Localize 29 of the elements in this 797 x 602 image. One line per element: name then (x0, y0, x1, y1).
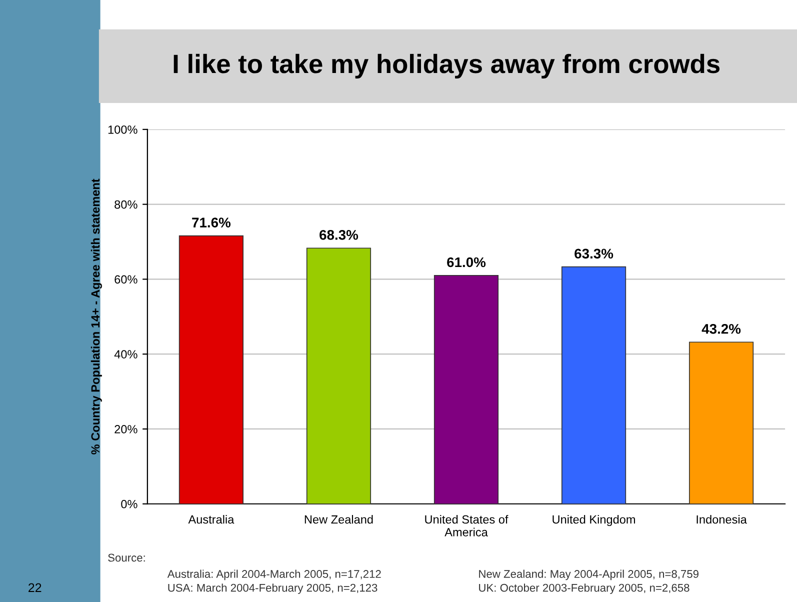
data-label: 43.2% (702, 324, 741, 334)
y-tick-label: 20% (114, 425, 138, 434)
bar (306, 248, 372, 504)
y-axis-title: % Country Population 14+ - Agree with statement (90, 178, 102, 454)
y-tick-label: 80% (114, 200, 138, 209)
text: New Zealand: May 2004-April 2005, n=8,759 (479, 570, 698, 580)
data-label: 68.3% (320, 230, 358, 240)
x-tick-label: Indonesia (696, 514, 747, 524)
data-label: 71.6% (192, 218, 231, 228)
data-label: 61.0% (447, 257, 486, 268)
y-tick-label: 40% (114, 350, 138, 358)
data-label: 63.3% (574, 248, 614, 259)
text: Australia: April 2004-March 2005, n=17,212 (167, 570, 381, 580)
source-note: Source: (108, 554, 145, 562)
bar (561, 266, 626, 504)
x-tick-label: United Kingdom (552, 514, 635, 526)
text: USA: March 2004-February 2005, n=2,123 (168, 584, 378, 594)
bar (434, 275, 499, 504)
y-tick-label: 100% (108, 125, 138, 134)
text: 22 (28, 583, 42, 592)
text: UK: October 2003-February 2005, n=2,658 (479, 584, 690, 594)
x-tick-label: United States of America (425, 514, 508, 536)
y-tick-label: 60% (114, 275, 138, 284)
bar (178, 235, 244, 504)
x-tick-label: New Zealand (304, 514, 373, 524)
chart-title: I like to take my holidays away from crowds (174, 54, 720, 79)
x-tick-label: Australia (188, 514, 234, 524)
y-tick-label: 0% (121, 500, 138, 508)
bar (688, 342, 754, 504)
